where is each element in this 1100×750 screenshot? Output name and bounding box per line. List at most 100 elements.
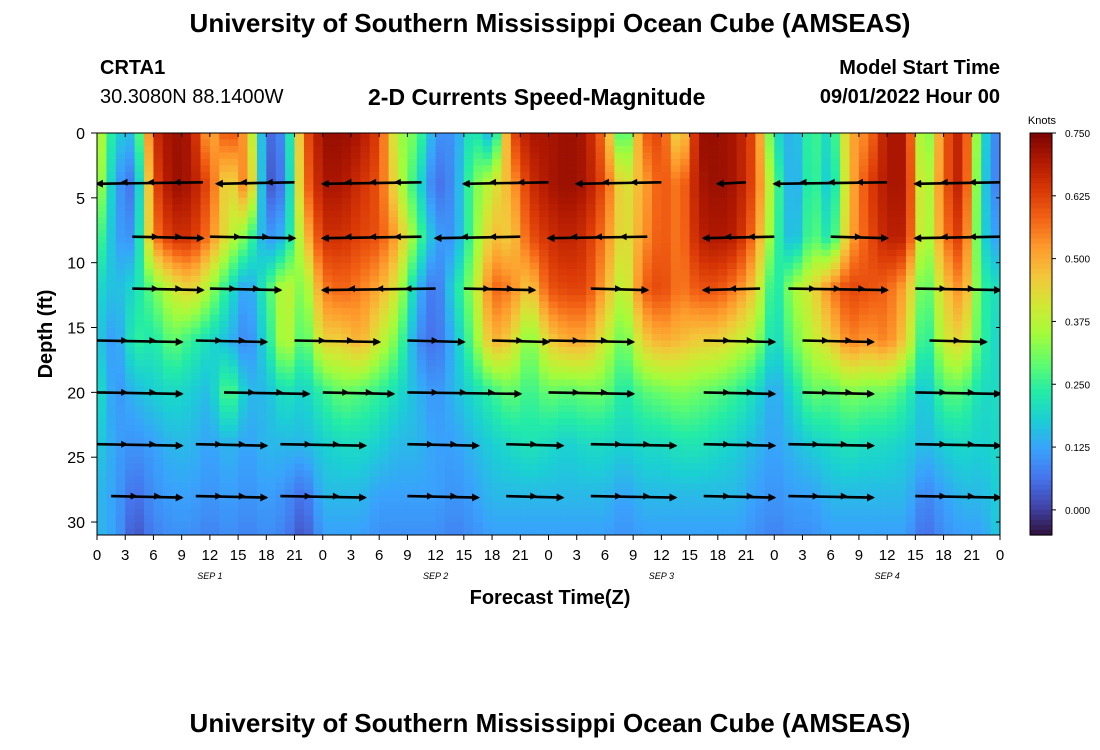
heat-cell: [868, 145, 879, 154]
heat-cell: [294, 301, 305, 309]
heat-cell: [115, 236, 126, 244]
heat-cell: [915, 184, 926, 192]
heat-cell: [510, 262, 521, 270]
heat-cell: [520, 444, 531, 452]
heat-cell: [256, 295, 267, 303]
heat-cell: [473, 366, 484, 374]
heat-cell: [680, 236, 691, 244]
heat-cell: [482, 191, 493, 199]
heat-cell: [614, 184, 625, 192]
heat-cell: [981, 139, 992, 147]
heat-cell: [256, 165, 267, 173]
heat-cell: [689, 236, 700, 244]
heat-cell: [595, 243, 606, 251]
heat-cell: [153, 385, 164, 393]
heat-cell: [238, 282, 249, 290]
heat-cell: [454, 184, 465, 192]
heat-cell: [238, 301, 249, 309]
heat-cell: [388, 398, 399, 406]
heat-cell: [313, 288, 324, 296]
heat-cell: [604, 398, 615, 406]
heat-cell: [285, 379, 296, 387]
heat-cell: [586, 295, 597, 303]
heat-cell: [369, 249, 380, 257]
heat-cell: [228, 178, 239, 186]
heat-cell: [642, 398, 653, 406]
heat-cell: [256, 262, 267, 270]
heat-cell: [144, 463, 155, 471]
heat-cell: [689, 385, 700, 393]
heat-cell: [586, 249, 597, 257]
heat-cell: [191, 385, 202, 393]
heat-cell: [548, 184, 559, 192]
heat-cell: [990, 301, 1000, 309]
heat-cell: [322, 314, 333, 322]
heat-cell: [670, 295, 681, 303]
heat-cell: [369, 457, 380, 465]
heat-cell: [501, 321, 512, 329]
heat-cell: [896, 256, 907, 264]
heat-cell: [266, 301, 277, 309]
heat-cell: [736, 366, 747, 374]
heat-cell: [134, 385, 145, 393]
heat-cell: [398, 314, 409, 322]
heat-cell: [416, 178, 427, 186]
heat-cell: [407, 437, 418, 445]
heat-cell: [576, 184, 587, 192]
heat-cell: [633, 171, 644, 179]
heat-cell: [332, 288, 343, 296]
heat-cell: [793, 171, 804, 179]
heat-cell: [924, 204, 935, 212]
heat-cell: [266, 450, 277, 458]
heat-cell: [520, 314, 531, 322]
heat-cell: [426, 405, 437, 413]
speed-heatmap-chart: 0 3 6 9 12 15 18 21 0 3 6 9 12 15 18 21 0 3 6 9 12 15 18 21 0 3 6 9…: [35, 115, 1090, 609]
heat-cell: [332, 230, 343, 238]
heat-cell: [764, 288, 775, 296]
heat-cell: [162, 418, 173, 426]
heat-cell: [322, 327, 333, 335]
heat-cell: [285, 223, 296, 231]
heat-cell: [238, 398, 249, 406]
heat-cell: [567, 372, 578, 380]
heat-cell: [360, 236, 371, 244]
heat-cell: [708, 411, 719, 419]
heat-cell: [661, 424, 672, 432]
heat-cell: [990, 191, 1000, 199]
heat-cell: [736, 392, 747, 400]
heat-cell: [586, 346, 597, 355]
heat-cell: [407, 295, 418, 303]
heat-cell: [181, 256, 192, 264]
heat-cell: [586, 262, 597, 270]
heat-cell: [407, 282, 418, 290]
heat-cell: [492, 437, 503, 445]
heat-cell: [699, 223, 710, 231]
heat-cell: [106, 236, 117, 244]
heat-cell: [934, 308, 945, 316]
heat-cell: [934, 372, 945, 380]
heat-cell: [557, 314, 568, 322]
heat-cell: [313, 269, 324, 277]
heat-cell: [952, 418, 963, 426]
heat-cell: [445, 314, 456, 322]
heat-cell: [106, 457, 117, 465]
heat-cell: [689, 392, 700, 400]
heat-cell: [793, 340, 804, 348]
heat-cell: [943, 418, 954, 426]
heat-cell: [934, 288, 945, 296]
heat-cell: [746, 178, 757, 186]
heat-cell: [981, 308, 992, 316]
heat-cell: [557, 418, 568, 426]
heat-cell: [350, 411, 361, 419]
heat-cell: [811, 288, 822, 296]
heat-cell: [680, 197, 691, 205]
heat-cell: [680, 139, 691, 147]
heat-cell: [115, 321, 126, 329]
heat-cell: [783, 230, 794, 238]
heat-cell: [858, 308, 869, 316]
heat-cell: [557, 269, 568, 277]
heat-cell: [896, 353, 907, 361]
heat-cell: [322, 165, 333, 173]
heat-cell: [539, 223, 550, 231]
heat-cell: [228, 327, 239, 335]
